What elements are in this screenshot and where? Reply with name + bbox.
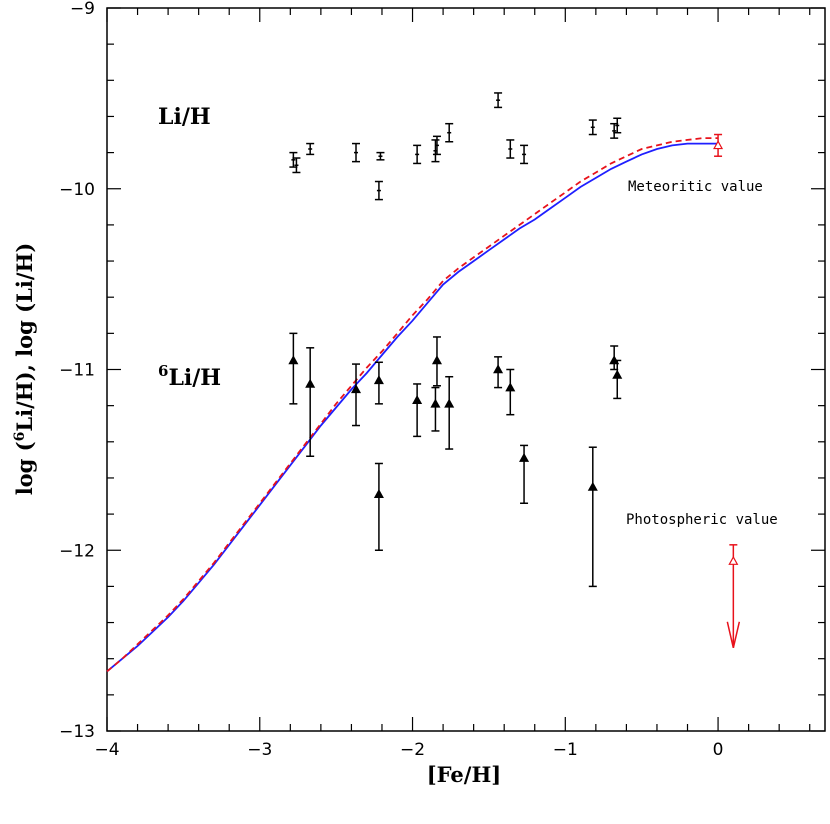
li-point <box>292 157 301 174</box>
li-point <box>431 139 440 163</box>
li6-point <box>444 398 455 408</box>
li-point <box>374 180 383 201</box>
li6-error-bar <box>289 332 298 405</box>
li-point <box>494 92 503 109</box>
x-tick-label: −2 <box>400 740 425 760</box>
y-tick-label: −11 <box>59 361 95 381</box>
meteoritic-label: Meteoritic value <box>628 179 763 195</box>
model-curve-dashed <box>106 137 719 673</box>
x-tick-label: 0 <box>713 740 724 760</box>
li6-error-bar <box>306 347 315 458</box>
li6-point <box>288 355 299 365</box>
y-tick-label: −9 <box>70 0 95 19</box>
li6-label-rest: Li/H <box>168 365 221 391</box>
li6-label-sup: 6 <box>158 362 168 380</box>
li-point <box>506 139 515 159</box>
li6-point <box>305 378 316 388</box>
li6-point <box>431 355 442 365</box>
y-axis-title-rest: Li/H), log (Li/H) <box>12 243 37 432</box>
li6-label: 6Li/H <box>158 362 221 391</box>
li6-point <box>587 481 598 491</box>
y-axis-title: log (6Li/H), log (Li/H) <box>12 243 37 496</box>
y-tick-label: −10 <box>59 180 95 200</box>
li6-point <box>519 452 530 462</box>
y-tick-label: −13 <box>59 722 95 742</box>
axes-group: −4 −3 −2 −1 0−13−12−11−10−9 <box>59 0 826 760</box>
li6-point <box>373 375 384 385</box>
meteoritic-point <box>713 140 724 150</box>
y-axis-title-sup: 6 <box>12 432 28 442</box>
x-tick-label: −3 <box>247 740 272 760</box>
li-point <box>432 135 441 156</box>
model-curve-solid <box>106 142 719 673</box>
li6-point <box>430 398 441 408</box>
li-point <box>613 117 622 134</box>
li6-error-bar <box>413 383 422 438</box>
li6-point <box>493 364 504 374</box>
li6-error-bar <box>613 359 622 400</box>
y-tick-label: −12 <box>59 541 95 561</box>
li-point <box>352 142 361 163</box>
data-points <box>288 92 623 588</box>
li-point <box>376 151 385 161</box>
photospheric-point <box>728 555 739 565</box>
li6-error-bar <box>506 368 515 416</box>
y-axis-title-prefix: log ( <box>12 441 37 495</box>
li6-point <box>505 382 516 392</box>
li6-point <box>612 369 623 379</box>
li6-point <box>412 394 423 405</box>
photospheric-label: Photospheric value <box>626 512 778 528</box>
li-point <box>520 144 529 165</box>
li6-error-bar <box>374 462 383 551</box>
x-axis-title: [Fe/H] <box>427 762 502 787</box>
li-point <box>413 144 422 165</box>
photospheric-arrow-head <box>726 621 741 649</box>
li-point <box>445 122 454 143</box>
li-point <box>306 142 315 156</box>
li6-point <box>350 384 362 394</box>
li6-error-bar <box>352 363 361 427</box>
x-tick-label: −1 <box>553 740 578 760</box>
li6-error-bar <box>431 386 440 432</box>
li-label: Li/H <box>158 104 211 130</box>
li6-error-bar <box>445 375 454 450</box>
li6-point <box>373 488 384 499</box>
li-point <box>588 119 597 136</box>
model-curves <box>106 137 719 673</box>
x-tick-label: −4 <box>94 740 119 760</box>
li6-error-bar <box>588 446 597 588</box>
solar-values <box>713 133 741 649</box>
